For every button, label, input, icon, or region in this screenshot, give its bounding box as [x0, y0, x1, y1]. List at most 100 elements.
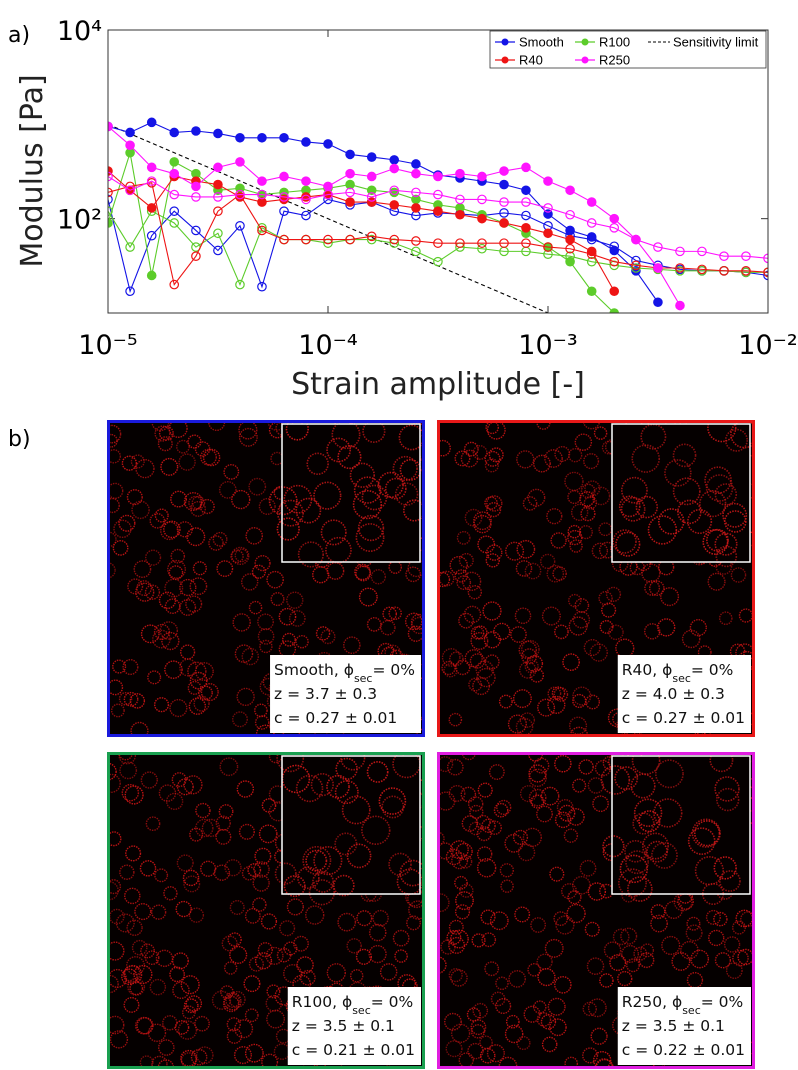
- particle: [248, 600, 263, 615]
- particle: [598, 590, 613, 606]
- particle: [163, 886, 178, 901]
- particle: [664, 900, 683, 920]
- particle: [484, 496, 498, 510]
- micrograph: Smooth, ϕsec= 0%z = 3.7 ± 0.3c = 0.27 ± …: [107, 420, 425, 737]
- particle: [476, 858, 497, 878]
- particle: [107, 1015, 125, 1035]
- particle: [449, 840, 469, 860]
- particle: [655, 759, 684, 789]
- particle: [454, 569, 468, 583]
- particle: [211, 990, 232, 1010]
- caption-c: c = 0.21 ± 0.01: [292, 1041, 415, 1059]
- caption-subscript: sec: [682, 1004, 701, 1017]
- storage-point: [389, 200, 400, 210]
- loss-point: [366, 192, 377, 202]
- particle: [523, 1005, 541, 1023]
- particle: [183, 775, 203, 795]
- particle: [378, 787, 407, 815]
- particle: [445, 1040, 463, 1058]
- particle: [276, 752, 305, 773]
- particle: [253, 861, 270, 878]
- legend-swatch: [581, 38, 589, 46]
- particle: [276, 517, 300, 541]
- particle: [191, 495, 206, 510]
- particle: [176, 778, 194, 796]
- particle: [107, 424, 122, 444]
- particle: [463, 605, 482, 624]
- particle: [563, 828, 579, 843]
- storage-point: [455, 209, 465, 220]
- caption-line: Smooth, ϕsec= 0%: [274, 661, 415, 685]
- particle: [131, 500, 150, 520]
- particle: [313, 846, 343, 876]
- particle: [448, 919, 464, 935]
- particle: [469, 653, 486, 669]
- particle: [475, 660, 494, 679]
- particle: [460, 449, 479, 468]
- particle: [118, 752, 137, 765]
- particle: [487, 820, 503, 835]
- storage-point: [146, 270, 157, 281]
- loss-point: [411, 246, 421, 257]
- particle: [567, 890, 582, 905]
- particle: [129, 693, 146, 709]
- particle: [507, 714, 527, 734]
- particle: [355, 523, 385, 552]
- legend: Smooth R100 R40 R250 Sensitivity limit: [489, 30, 767, 69]
- inset-frame: [611, 755, 751, 895]
- particle: [288, 610, 306, 627]
- loss-point: [235, 279, 245, 290]
- particle: [707, 572, 726, 591]
- particle: [195, 662, 214, 681]
- particle: [136, 580, 153, 596]
- particle: [326, 437, 352, 463]
- particle: [484, 450, 501, 467]
- loss-point: [345, 234, 355, 245]
- particle: [361, 815, 391, 845]
- particle: [713, 911, 728, 927]
- particle: [122, 658, 139, 676]
- particle: [149, 512, 166, 529]
- particle: [113, 519, 132, 539]
- particle: [445, 848, 463, 866]
- particle: [514, 607, 532, 625]
- particle: [702, 529, 729, 555]
- particle: [337, 912, 357, 932]
- particle: [556, 799, 574, 816]
- particle: [152, 629, 171, 649]
- particle: [653, 798, 683, 828]
- particle: [127, 578, 144, 595]
- particle: [740, 911, 755, 928]
- particle: [446, 758, 464, 776]
- particle: [564, 471, 584, 492]
- particle: [672, 477, 701, 506]
- caption-c: c = 0.22 ± 0.01: [622, 1041, 745, 1059]
- particle: [110, 703, 125, 718]
- loss-point: [366, 234, 377, 245]
- legend-box: [489, 30, 767, 69]
- particle: [519, 712, 536, 728]
- particle: [247, 863, 262, 877]
- storage-point: [257, 197, 267, 207]
- loss-point: [543, 242, 553, 252]
- loss-point: [543, 203, 553, 213]
- storage-point: [366, 171, 377, 182]
- particle: [537, 698, 556, 717]
- particle: [188, 907, 205, 923]
- particle: [283, 875, 306, 898]
- particle: [377, 471, 404, 499]
- particle: [589, 643, 608, 662]
- loss-point: [279, 234, 289, 245]
- particle: [544, 938, 564, 958]
- particle: [541, 1036, 558, 1053]
- loss-point: [279, 206, 289, 216]
- particle: [528, 764, 547, 783]
- particle: [488, 764, 505, 780]
- loss-point: [389, 238, 400, 248]
- particle: [486, 495, 503, 512]
- particle: [125, 845, 142, 862]
- particle: [107, 941, 125, 961]
- particle: [650, 904, 666, 920]
- storage-point: [257, 176, 267, 186]
- loss-point: [191, 225, 201, 236]
